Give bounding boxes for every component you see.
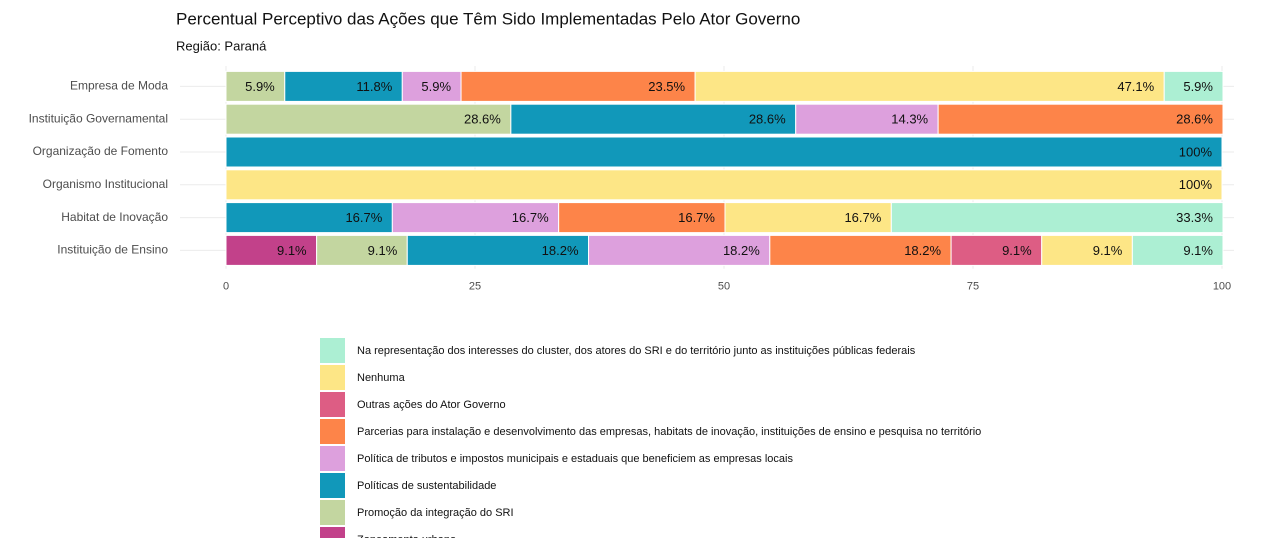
legend-swatch [320, 500, 345, 525]
data-label: 9.1% [1002, 243, 1032, 258]
data-label: 28.6% [749, 112, 786, 127]
y-tick-label: Organismo Institucional [43, 177, 168, 191]
y-tick-label: Organização de Fomento [33, 144, 169, 158]
x-tick-label: 0 [223, 281, 229, 293]
data-label: 9.1% [1093, 243, 1123, 258]
legend-swatch [320, 338, 345, 363]
y-tick-label: Empresa de Moda [70, 79, 168, 93]
data-label: 14.3% [891, 112, 928, 127]
bar-segment [890, 202, 1224, 234]
legend-label: Nenhuma [357, 372, 406, 384]
legend-label: Zoneamento urbano [357, 534, 456, 538]
data-label: 33.3% [1176, 210, 1213, 225]
data-label: 18.2% [904, 243, 941, 258]
y-tick-label: Instituição Governamental [29, 111, 168, 125]
legend-label: Promoção da integração do SRI [357, 507, 514, 519]
bar-segment [1163, 70, 1224, 102]
legend-label: Parcerias para instalação e desenvolvime… [357, 426, 981, 438]
data-label: 28.6% [464, 112, 501, 127]
legend-swatch [320, 446, 345, 471]
data-label: 16.7% [345, 210, 382, 225]
data-label: 5.9% [1183, 79, 1213, 94]
bar-segment [225, 169, 1223, 201]
x-tick-label: 100 [1213, 281, 1231, 293]
data-label: 47.1% [1117, 79, 1154, 94]
data-label: 16.7% [678, 210, 715, 225]
data-label: 9.1% [368, 243, 398, 258]
legend-swatch [320, 419, 345, 444]
y-tick-label: Instituição de Ensino [57, 243, 168, 257]
data-label: 18.2% [723, 243, 760, 258]
legend-label: Políticas de sustentabilidade [357, 480, 496, 492]
data-label: 5.9% [245, 79, 275, 94]
bar-segment [769, 234, 952, 266]
data-label: 28.6% [1176, 112, 1213, 127]
bar-segment [694, 70, 1165, 102]
bar-segment [406, 234, 590, 266]
chart-title: Percentual Perceptivo das Ações que Têm … [176, 9, 800, 28]
data-label: 9.1% [1183, 243, 1213, 258]
bar-segment [225, 234, 318, 266]
legend-swatch [320, 365, 345, 390]
legend-label: Outras ações do Ator Governo [357, 399, 506, 411]
legend-swatch [320, 473, 345, 498]
bar-segment [558, 202, 726, 234]
bar-segment [950, 234, 1043, 266]
bar-segment [588, 234, 771, 266]
legend-label: Na representação dos interesses do clust… [357, 345, 916, 357]
x-tick-label: 75 [967, 281, 979, 293]
bar-segment [316, 234, 408, 266]
bar-segment [937, 103, 1224, 135]
chart-subtitle: Região: Paraná [176, 38, 267, 53]
bar-segment [284, 70, 403, 102]
legend-swatch [320, 392, 345, 417]
bar-segment [460, 70, 696, 102]
data-label: 9.1% [277, 243, 307, 258]
x-tick-label: 25 [469, 281, 481, 293]
bar-segment [225, 103, 512, 135]
data-label: 11.8% [356, 79, 392, 94]
data-label: 18.2% [542, 243, 579, 258]
data-label: 100% [1179, 177, 1213, 192]
x-tick-label: 50 [718, 281, 730, 293]
bar-segment [724, 202, 892, 234]
data-label: 16.7% [844, 210, 881, 225]
bar-segment [225, 70, 286, 102]
bar-segment [1131, 234, 1224, 266]
bar-segment [510, 103, 797, 135]
data-label: 5.9% [421, 79, 451, 94]
y-tick-label: Habitat de Inovação [61, 210, 168, 224]
legend-label: Política de tributos e impostos municipa… [357, 453, 793, 465]
legend-swatch [320, 527, 345, 538]
bar-segment [391, 202, 560, 234]
data-label: 100% [1179, 144, 1213, 159]
data-label: 23.5% [648, 79, 685, 94]
bar-segment [1041, 234, 1133, 266]
bar-segment [225, 136, 1223, 168]
bar-segment [225, 202, 393, 234]
data-label: 16.7% [512, 210, 549, 225]
